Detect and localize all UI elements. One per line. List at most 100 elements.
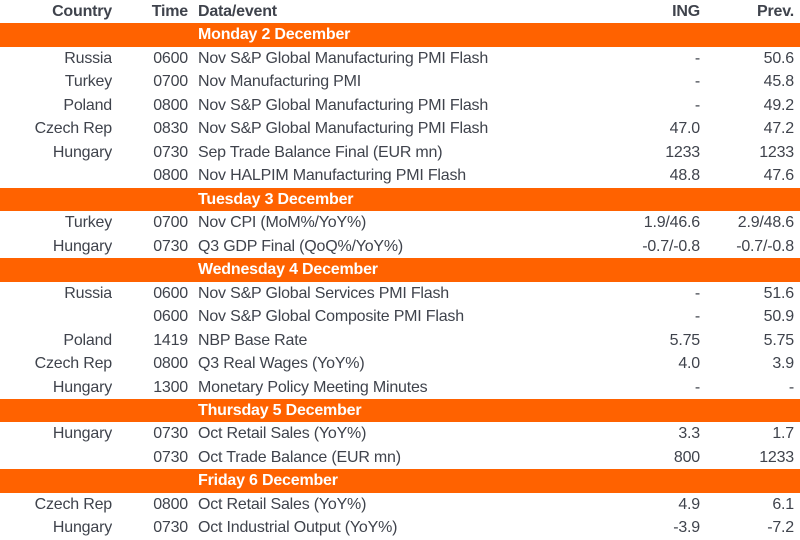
column-header-data-event: Data/event	[198, 3, 277, 20]
table-row: Hungary 1300 Monetary Policy Meeting Minut…	[0, 376, 800, 399]
day-section-header: Friday 6 December	[0, 469, 800, 493]
table-row: Hungary 0730 Oct Industrial Output (YoY%) -…	[0, 516, 800, 539]
time-cell: 0830	[153, 120, 188, 138]
country-cell: Hungary	[52, 378, 112, 396]
ing-value-cell: -	[694, 73, 700, 91]
prev-value-cell: 5.75	[763, 331, 795, 349]
prev-value-cell: -	[788, 378, 794, 396]
event-cell: Oct Trade Balance (EUR mn)	[198, 448, 401, 466]
prev-value-cell: 47.2	[763, 120, 795, 138]
prev-value-cell: 1.7	[772, 425, 794, 443]
country-cell: Poland	[63, 96, 112, 114]
prev-value-cell: 50.9	[763, 308, 795, 326]
table-row: 0730 Oct Trade Balance (EUR mn) 800 1233	[0, 446, 800, 469]
prev-value-cell: 1233	[759, 448, 794, 466]
event-cell: Sep Trade Balance Final (EUR mn)	[198, 143, 443, 161]
event-cell: Nov HALPIM Manufacturing PMI Flash	[198, 167, 466, 185]
time-cell: 0600	[153, 49, 188, 67]
column-header-ing: ING	[672, 3, 700, 20]
prev-value-cell: -0.7/-0.8	[736, 237, 794, 255]
table-row: 0800 Nov HALPIM Manufacturing PMI Flash 48…	[0, 164, 800, 187]
event-cell: Nov S&P Global Manufacturing PMI Flash	[198, 96, 489, 114]
time-cell: 0800	[153, 96, 188, 114]
time-cell: 0600	[153, 284, 188, 302]
prev-value-cell: 6.1	[772, 495, 794, 513]
time-cell: 0600	[153, 308, 188, 326]
event-cell: Nov Manufacturing PMI	[198, 73, 361, 91]
ing-value-cell: -	[694, 96, 700, 114]
column-header-time: Time	[151, 3, 188, 20]
event-cell: Nov S&P Global Manufacturing PMI Flash	[198, 49, 489, 67]
table-row: Turkey 0700 Nov CPI (MoM%/YoY%) 1.9/46.6 2.9…	[0, 211, 800, 234]
table-row: Hungary 0730 Oct Retail Sales (YoY%) 3.3 1.7	[0, 422, 800, 445]
table-row: Turkey 0700 Nov Manufacturing PMI - 45.8	[0, 70, 800, 93]
calendar-table-body: Monday 2 December Russia 0600 Nov S&P Globa…	[0, 23, 800, 539]
country-cell: Czech Rep	[34, 495, 112, 513]
prev-value-cell: -7.2	[767, 519, 794, 537]
ing-value-cell: 1233	[665, 143, 700, 161]
table-row: Czech Rep 0800 Q3 Real Wages (YoY%) 4.0 3.9	[0, 352, 800, 375]
column-header-country: Country	[52, 3, 112, 20]
prev-value-cell: 50.6	[763, 49, 795, 67]
table-row: 0600 Nov S&P Global Composite PMI Flash - 5…	[0, 305, 800, 328]
prev-value-cell: 2.9/48.6	[737, 214, 794, 232]
table-row: Poland 1419 NBP Base Rate 5.75 5.75	[0, 329, 800, 352]
prev-value-cell: 1233	[759, 143, 794, 161]
ing-value-cell: 4.9	[678, 495, 700, 513]
country-cell: Hungary	[52, 425, 112, 443]
event-cell: Q3 GDP Final (QoQ%/YoY%)	[198, 237, 404, 255]
ing-value-cell: 1.9/46.6	[643, 214, 700, 232]
prev-value-cell: 3.9	[772, 355, 794, 373]
country-cell: Hungary	[52, 237, 112, 255]
event-cell: Oct Industrial Output (YoY%)	[198, 519, 398, 537]
country-cell	[0, 446, 112, 469]
ing-value-cell: -	[694, 284, 700, 302]
table-row: Hungary 0730 Q3 GDP Final (QoQ%/YoY%) -0.7/…	[0, 235, 800, 258]
prev-value-cell: 47.6	[763, 167, 795, 185]
ing-value-cell: -	[694, 378, 700, 396]
prev-value-cell: 45.8	[763, 73, 795, 91]
country-cell: Russia	[64, 284, 112, 302]
time-cell: 1300	[153, 378, 188, 396]
table-row: Czech Rep 0800 Oct Retail Sales (YoY%) 4.9 6…	[0, 493, 800, 516]
day-section-header: Wednesday 4 December	[0, 258, 800, 282]
country-cell: Turkey	[64, 214, 112, 232]
table-row: Hungary 0730 Sep Trade Balance Final (EUR …	[0, 141, 800, 164]
event-cell: Nov CPI (MoM%/YoY%)	[198, 214, 367, 232]
table-row: Poland 0800 Nov S&P Global Manufacturing P…	[0, 94, 800, 117]
country-cell: Czech Rep	[34, 120, 112, 138]
event-cell: Oct Retail Sales (YoY%)	[198, 495, 367, 513]
event-cell: NBP Base Rate	[198, 331, 308, 349]
country-cell: Poland	[63, 331, 112, 349]
country-cell: Czech Rep	[34, 355, 112, 373]
column-header-prev: Prev.	[757, 3, 794, 20]
ing-value-cell: -	[694, 49, 700, 67]
ing-value-cell: -0.7/-0.8	[642, 237, 700, 255]
ing-value-cell: 5.75	[669, 331, 700, 349]
ing-value-cell: 48.8	[669, 167, 700, 185]
table-header-row: Country Time Data/event ING Prev.	[0, 0, 800, 23]
event-cell: Q3 Real Wages (YoY%)	[198, 355, 365, 373]
ing-value-cell: 3.3	[678, 425, 700, 443]
country-cell: Hungary	[52, 143, 112, 161]
table-row: Russia 0600 Nov S&P Global Services PMI Fl…	[0, 282, 800, 305]
ing-value-cell: 800	[673, 448, 700, 466]
time-cell: 0730	[153, 425, 188, 443]
table-row: Russia 0600 Nov S&P Global Manufacturing P…	[0, 47, 800, 70]
table-row: Czech Rep 0830 Nov S&P Global Manufacturin…	[0, 117, 800, 140]
prev-value-cell: 51.6	[763, 284, 795, 302]
event-cell: Oct Retail Sales (YoY%)	[198, 425, 367, 443]
time-cell: 0800	[153, 355, 188, 373]
time-cell: 0730	[153, 143, 188, 161]
ing-value-cell: 4.0	[678, 355, 700, 373]
event-cell: Nov S&P Global Composite PMI Flash	[198, 308, 464, 326]
time-cell: 0800	[153, 167, 188, 185]
time-cell: 0730	[153, 237, 188, 255]
country-cell: Russia	[64, 49, 112, 67]
ing-value-cell: 47.0	[669, 120, 700, 138]
event-cell: Nov S&P Global Manufacturing PMI Flash	[198, 120, 489, 138]
country-cell	[0, 164, 112, 187]
event-cell: Monetary Policy Meeting Minutes	[198, 378, 428, 396]
time-cell: 0800	[153, 495, 188, 513]
time-cell: 0730	[153, 519, 188, 537]
